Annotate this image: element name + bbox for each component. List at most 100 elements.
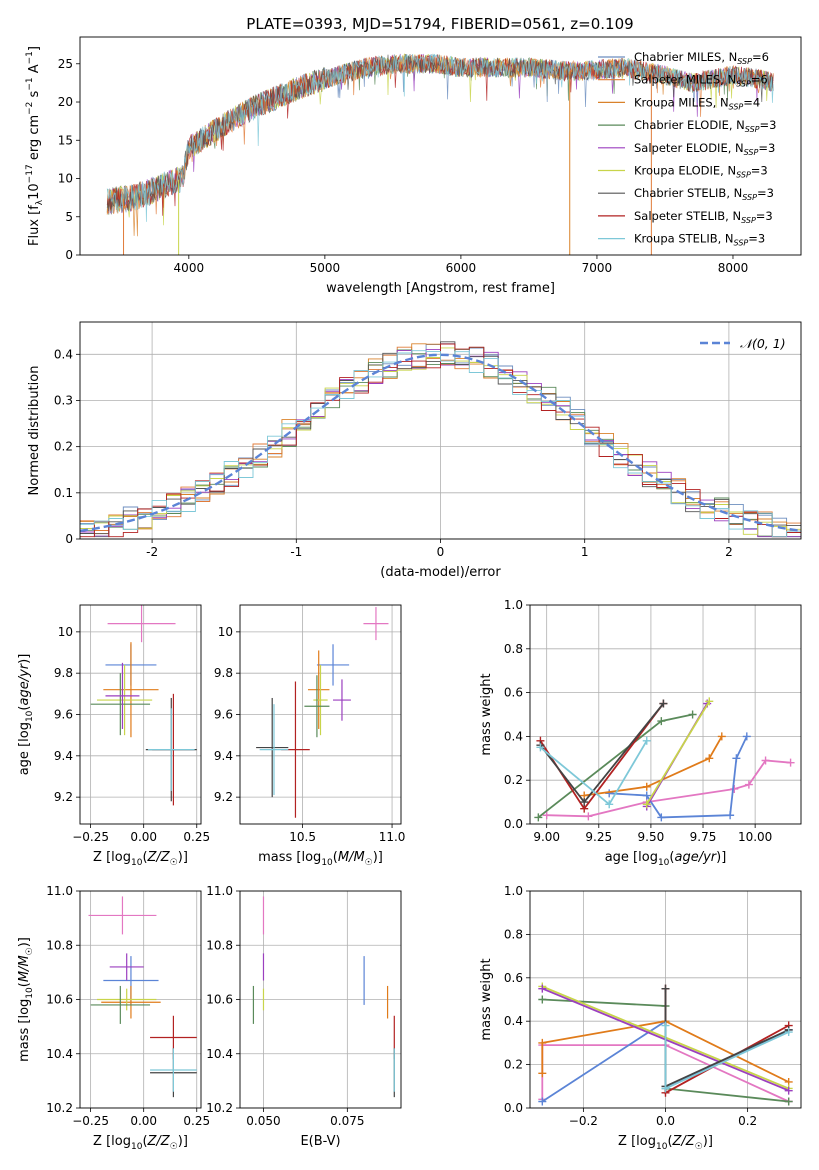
weight-marker: [659, 699, 668, 708]
y-tick-label: 10.6: [46, 993, 73, 1007]
y-tick-label: 15: [58, 133, 73, 147]
label-part: (: [142, 850, 147, 865]
weight-marker: [744, 780, 753, 789]
label-part: Salpeter STELIB, N: [634, 209, 741, 223]
weight-marker: [661, 1021, 670, 1030]
label-part: erg cm: [27, 115, 42, 164]
y-tick-label: 0: [65, 248, 73, 262]
weight-marker: [642, 782, 651, 791]
label-part: =3: [748, 232, 765, 246]
plot-area: [530, 605, 801, 824]
histogram-step: [80, 350, 801, 538]
weight-marker: [784, 1086, 793, 1095]
label-part: 10: [321, 858, 333, 868]
label-part: =3: [760, 118, 777, 132]
x-tick-label: 0.0: [656, 1114, 675, 1128]
label-part: ☉: [170, 1142, 178, 1152]
x-axis-label: (data-model)/error: [380, 565, 501, 580]
y-tick-label: 9.2: [214, 790, 233, 804]
label-part: SSP: [734, 239, 749, 248]
axes-frame: [529, 604, 802, 825]
weight-marker: [536, 743, 545, 752]
label-part: s: [27, 90, 42, 101]
y-tick-label: 10: [58, 172, 73, 186]
label-part: Chabrier MILES, N: [634, 50, 737, 64]
y-tick-label: 0.6: [504, 971, 523, 985]
y-tick-label: 10.2: [206, 1101, 233, 1115]
axes-spectrum: 4000 5000 6000 7000 8000 0 5 10 15 20 25 wavelength…: [25, 36, 802, 296]
label-part: SSP: [736, 171, 751, 180]
weight-marker: [538, 1069, 547, 1078]
y-tick-label: 0.8: [504, 642, 523, 656]
x-axis-label: E(B-V): [300, 1134, 340, 1149]
y-tick-label: 10.4: [206, 1047, 233, 1061]
legend-entry: Kroupa STELIB, NSSP=3: [634, 232, 765, 248]
weight-marker: [717, 732, 726, 741]
x-tick-label: 9.25: [585, 830, 612, 844]
label-part: M/M: [338, 850, 365, 865]
legend-entry: Salpeter STELIB, NSSP=3: [634, 209, 773, 225]
label-part: Z [log: [618, 1134, 656, 1149]
legend-entry: Kroupa ELODIE, NSSP=3: [634, 164, 768, 180]
legend-entry: Chabrier MILES, NSSP=6: [634, 50, 769, 66]
y-tick-label: 9.8: [214, 666, 233, 680]
y-tick-label: 0.2: [504, 1058, 523, 1072]
label-part: SSP: [741, 216, 756, 225]
label-part: ]: [27, 46, 42, 51]
label-part: 10: [656, 1142, 668, 1152]
legend-entry: Salpeter ELODIE, NSSP=3: [634, 141, 775, 157]
weight-marker: [538, 1038, 547, 1047]
label-part: )]: [178, 1134, 188, 1149]
label-part: =6: [751, 73, 768, 87]
y-axis-label: mass weight: [479, 673, 494, 755]
x-tick-label: −0.25: [72, 830, 109, 844]
weight-marker: [642, 791, 651, 800]
label-part: 10: [658, 858, 670, 868]
label-part: SSP: [745, 125, 760, 134]
label-part: SSP: [736, 80, 751, 89]
x-axis-label: Z [log10(Z/Z☉)]: [93, 1134, 188, 1152]
y-tick-label: 11.0: [46, 884, 73, 898]
x-tick-label: −0.25: [72, 1114, 109, 1128]
weight-marker: [784, 1028, 793, 1037]
y-tick-label: 0.4: [54, 347, 73, 361]
weight-marker: [534, 813, 543, 822]
weight-marker: [542, 811, 551, 820]
x-tick-label: 7000: [582, 261, 613, 275]
weight-marker: [730, 784, 739, 793]
plot-area: [80, 322, 801, 539]
x-tick-label: 8000: [718, 261, 749, 275]
y-tick-label: 9.6: [214, 708, 233, 722]
label-part: Z/Z: [672, 1134, 696, 1149]
x-tick-label: 9.50: [638, 830, 665, 844]
y-tick-label: 10: [58, 625, 73, 639]
label-part: age/yr: [674, 850, 717, 865]
legend-entry: Chabrier STELIB, NSSP=3: [634, 186, 774, 202]
y-tick-label: 9.4: [54, 749, 73, 763]
axes-frame: [79, 890, 202, 1109]
label-part: =3: [758, 141, 775, 155]
weight-marker: [705, 754, 714, 763]
y-tick-label: 10.8: [46, 938, 73, 952]
x-tick-label: 11.0: [379, 830, 406, 844]
label-part: SSP: [744, 148, 759, 157]
plot-area: [80, 891, 201, 1108]
y-tick-label: 10.6: [206, 993, 233, 1007]
legend-entry: Salpeter MILES, NSSP=6: [634, 73, 768, 89]
y-tick-label: 0.4: [504, 1014, 523, 1028]
y-tick-label: 0.4: [504, 729, 523, 743]
x-tick-label: 9.75: [690, 830, 717, 844]
axes-frame: [79, 321, 802, 540]
label-part: )]: [716, 850, 726, 865]
label-part: Z [log: [93, 1134, 131, 1149]
x-tick-label: 10.5: [289, 830, 316, 844]
x-axis-label: age [log10(age/yr)]: [605, 850, 727, 868]
label-part: Normed distribution: [27, 366, 42, 496]
x-tick-label: 9.00: [533, 830, 560, 844]
spectrum-line: [106, 53, 774, 222]
label-part: mass [log: [17, 999, 32, 1062]
label-part: (: [333, 850, 338, 865]
x-axis-label: wavelength [Angstrom, rest frame]: [326, 281, 555, 296]
label-part: (: [669, 850, 674, 865]
